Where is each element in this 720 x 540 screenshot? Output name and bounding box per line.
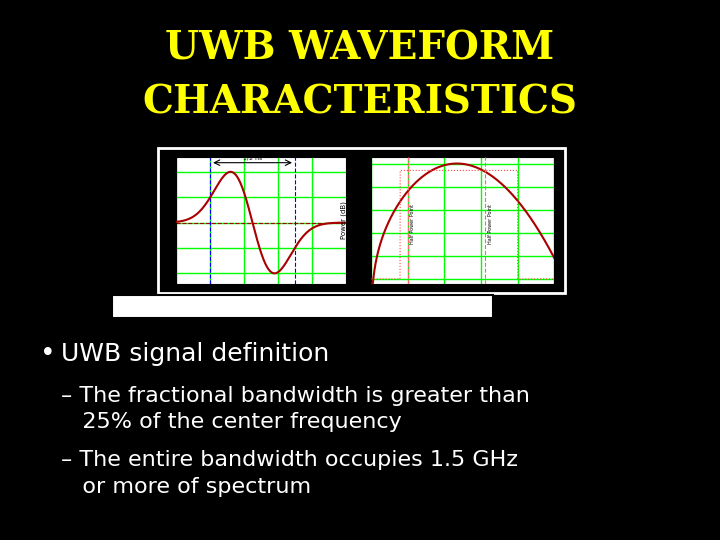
Y-axis label: Power (dB): Power (dB)	[341, 201, 347, 239]
X-axis label: Time (ns): Time (ns)	[245, 299, 277, 305]
Text: A Monocycle Pulse in Time and Frequency Domain: A Monocycle Pulse in Time and Frequency …	[162, 300, 558, 314]
Text: CHARACTERISTICS: CHARACTERISTICS	[143, 84, 577, 122]
Text: 1/2 ns: 1/2 ns	[243, 156, 262, 161]
X-axis label: Frequency (GHz): Frequency (GHz)	[433, 299, 492, 305]
Text: or more of spectrum: or more of spectrum	[61, 477, 311, 497]
Text: UWB signal definition: UWB signal definition	[61, 342, 330, 366]
Text: Half Power Point: Half Power Point	[410, 204, 415, 244]
Text: – The entire bandwidth occupies 1.5 GHz: – The entire bandwidth occupies 1.5 GHz	[61, 450, 518, 470]
Text: UWB WAVEFORM: UWB WAVEFORM	[166, 30, 554, 68]
Text: 25% of the center frequency: 25% of the center frequency	[61, 412, 402, 433]
Text: •: •	[40, 341, 55, 367]
Text: – The fractional bandwidth is greater than: – The fractional bandwidth is greater th…	[61, 386, 530, 406]
Y-axis label: Amplitude: Amplitude	[161, 202, 167, 238]
Text: Half Power Point: Half Power Point	[487, 204, 492, 244]
